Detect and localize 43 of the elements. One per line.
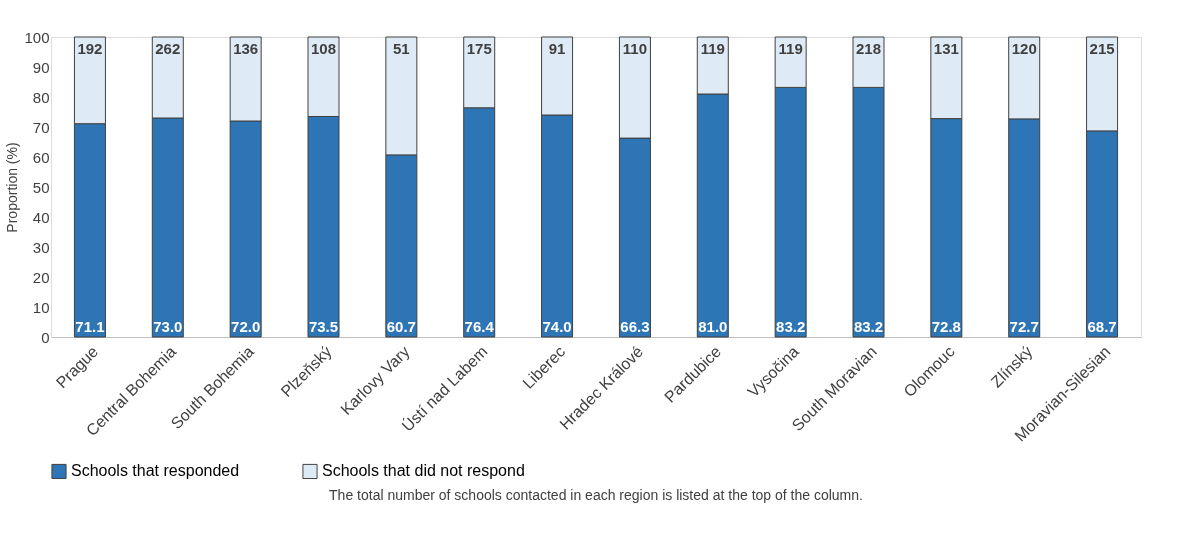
data-label: 83.2 xyxy=(776,318,806,335)
y-tick-label: 20 xyxy=(32,268,50,286)
annotation: 175 xyxy=(466,40,492,57)
y-tick-label: 100 xyxy=(24,28,50,46)
data-label: 73.0 xyxy=(153,318,183,335)
data-label: 60.7 xyxy=(386,318,416,335)
y-tick-label: 70 xyxy=(32,118,50,136)
data-label: 83.2 xyxy=(853,318,884,335)
annotation: 51 xyxy=(393,40,410,57)
text: The total number of schools contacted in each region is listed at the top of the column. xyxy=(329,487,863,503)
data-label: 72.8 xyxy=(931,318,961,335)
y-tick-label: 40 xyxy=(32,208,50,226)
annotation: 91 xyxy=(548,40,566,57)
data-label: 71.1 xyxy=(75,318,105,335)
data-label: 72.7 xyxy=(1009,318,1039,335)
data-label: 68.7 xyxy=(1087,318,1117,335)
y-tick-label: 90 xyxy=(32,58,50,76)
annotation: 119 xyxy=(700,40,725,57)
y-tick-label: 30 xyxy=(32,238,50,256)
annotation: 131 xyxy=(933,40,959,57)
y-tick-label: 0 xyxy=(41,328,50,346)
y-tick-label: 10 xyxy=(32,298,50,316)
y-tick-label: 80 xyxy=(32,88,50,106)
data-label: 81.0 xyxy=(698,318,728,335)
data-label: 72.0 xyxy=(231,318,261,335)
legend-label: Schools that responded xyxy=(71,462,240,480)
annotation: 110 xyxy=(622,40,648,57)
data-label: 76.4 xyxy=(464,318,495,335)
y-tick-label: 50 xyxy=(32,178,50,196)
annotation: 218 xyxy=(855,40,882,57)
annotation: 192 xyxy=(77,40,103,57)
data-label: 66.3 xyxy=(620,318,650,335)
y-axis-title: Proportion (%) xyxy=(4,142,21,233)
data-label: 74.0 xyxy=(542,318,572,335)
legend-label: Schools that did not respond xyxy=(322,462,525,480)
annotation: 119 xyxy=(778,40,803,57)
annotation: 262 xyxy=(155,40,181,57)
annotation: 215 xyxy=(1089,40,1115,57)
data-label: 73.5 xyxy=(308,318,339,335)
y-tick-label: 60 xyxy=(32,148,50,166)
annotation: 120 xyxy=(1011,40,1037,57)
annotation: 136 xyxy=(233,40,259,57)
annotation: 108 xyxy=(310,40,337,57)
